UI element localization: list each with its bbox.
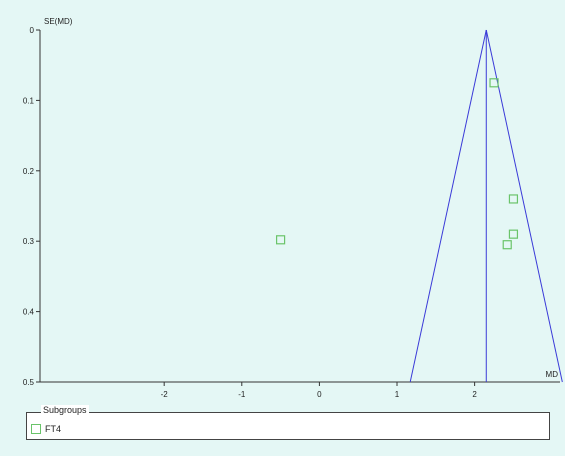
funnel-lines: [409, 29, 563, 383]
x-tick-label: -1: [238, 390, 246, 399]
data-points: [275, 78, 519, 250]
y-tick-label: 0.4: [23, 308, 35, 317]
data-point: [502, 240, 512, 250]
x-tick-label: 0: [317, 390, 322, 399]
x-tick-label: 2: [472, 390, 477, 399]
x-tick-label: -2: [161, 390, 169, 399]
funnel-left-line: [409, 29, 487, 383]
y-tick-label: 0.5: [23, 378, 35, 387]
plot-axes: [36, 29, 560, 386]
data-point: [508, 229, 519, 239]
axis-labels: 0 0.1 0.2 0.3 0.4 0.5 -2 -1 0 1 2 SE(MD) MD: [23, 17, 558, 399]
x-tick-label: 1: [395, 390, 400, 399]
x-axis-label: MD: [546, 370, 559, 379]
data-point: [508, 194, 519, 204]
funnel-plot: 0 0.1 0.2 0.3 0.4 0.5 -2 -1 0 1 2 SE(MD) MD: [23, 17, 563, 399]
legend-entry: FT4: [31, 424, 61, 434]
data-point: [489, 78, 499, 88]
y-tick-label: 0.3: [23, 237, 35, 246]
y-axis-label: SE(MD): [44, 17, 73, 26]
data-point: [275, 235, 286, 245]
y-tick-label: 0.2: [23, 167, 35, 176]
legend-title: Subgroups: [41, 405, 89, 415]
legend-marker-icon: [31, 424, 41, 434]
legend-box: Subgroups FT4: [26, 405, 550, 440]
y-tick-label: 0.1: [23, 96, 35, 105]
funnel-right-line: [485, 29, 563, 383]
legend-label-ft4: FT4: [45, 424, 62, 434]
y-tick-label: 0: [30, 26, 35, 35]
